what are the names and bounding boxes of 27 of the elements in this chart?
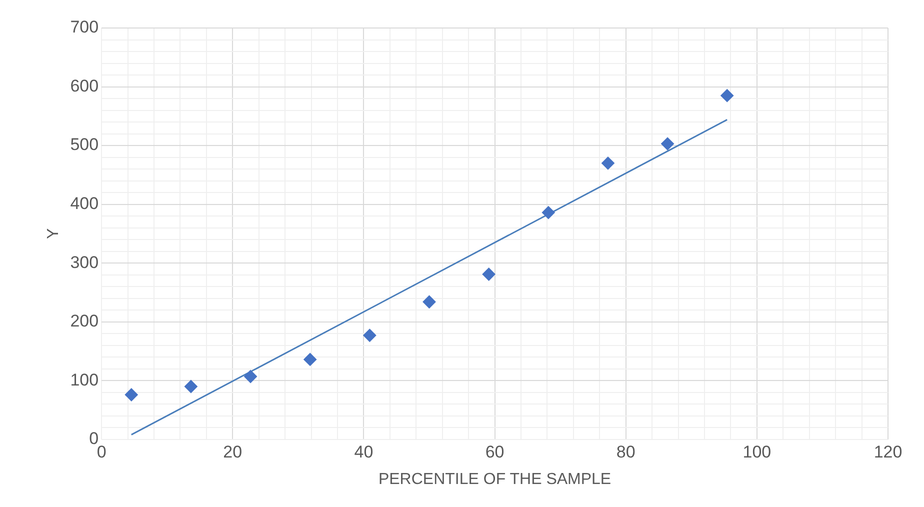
y-tick-label: 100: [70, 370, 99, 390]
x-tick-label: 20: [223, 442, 242, 462]
y-tick-label: 600: [70, 76, 99, 96]
point: [601, 156, 614, 170]
y-tick-label: 700: [70, 18, 99, 37]
x-tick-label: 100: [742, 442, 772, 462]
x-tick-label: 60: [485, 442, 504, 462]
point: [304, 352, 317, 366]
y-tick-label: 400: [70, 194, 99, 213]
x-tick-label: 80: [616, 442, 636, 462]
point: [244, 370, 258, 384]
y-tick-label: 500: [70, 135, 99, 154]
point: [661, 137, 674, 150]
y-tick-label: 300: [70, 252, 99, 272]
point: [184, 380, 198, 394]
x-axis-title: PERCENTILE OF THE SAMPLE: [378, 470, 612, 488]
x-tick-label: 120: [874, 442, 902, 462]
y-tick-label: 0: [89, 429, 99, 448]
x-tick-label: 40: [354, 442, 374, 462]
point: [124, 388, 138, 402]
point: [422, 295, 436, 308]
point: [542, 206, 555, 220]
point: [363, 328, 376, 342]
y-axis-title: Y: [45, 228, 62, 240]
point: [482, 268, 496, 281]
y-tick-label: 200: [70, 312, 99, 331]
point: [720, 89, 734, 102]
